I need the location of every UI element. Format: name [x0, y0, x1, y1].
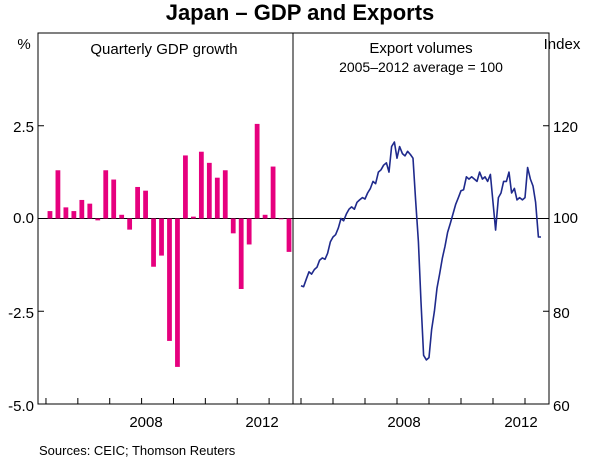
gdp-bar: [143, 190, 148, 219]
gdp-bar: [270, 166, 276, 219]
plot-area: [37, 32, 550, 405]
gdp-xtick-label: 2008: [129, 414, 162, 431]
gdp-xtick-label: 2012: [245, 414, 278, 431]
gdp-bar: [119, 214, 125, 219]
gdp-bar: [278, 218, 284, 220]
chart-title: Japan – GDP and Exports: [166, 0, 435, 25]
exports-panel-subtitle: 2005–2012 average = 100: [339, 59, 503, 75]
gdp-bar: [55, 170, 61, 219]
gdp-bar: [214, 177, 220, 219]
export-volumes-line: [300, 141, 541, 361]
gdp-bar: [79, 199, 85, 219]
right-ytick-label: 100: [553, 210, 578, 227]
right-ytick-label: 60: [553, 398, 570, 415]
right-ytick-label: 120: [553, 119, 578, 136]
gdp-bar: [206, 162, 212, 219]
exports-panel-title: Export volumes: [369, 40, 472, 57]
gdp-bar: [47, 211, 53, 219]
gdp-bar: [159, 218, 164, 256]
right-ytick-label: 80: [553, 305, 570, 322]
gdp-bar: [254, 123, 260, 219]
exports-xtick-label: 2012: [504, 414, 537, 431]
gdp-bar: [63, 207, 69, 219]
source-note: Sources: CEIC; Thomson Reuters: [39, 443, 236, 458]
gdp-bar: [191, 216, 196, 219]
exports-xtick-label: 2008: [387, 414, 420, 431]
gdp-bar: [175, 218, 180, 367]
left-ytick-label: -5.0: [8, 398, 34, 415]
left-ytick-label: 2.5: [13, 119, 34, 136]
gdp-bar: [183, 155, 188, 219]
gdp-bar: [286, 218, 292, 252]
gdp-bar: [262, 214, 268, 219]
gdp-bar: [230, 218, 236, 234]
gdp-bar: [246, 218, 252, 245]
gdp-bar: [87, 203, 93, 219]
gdp-bar: [135, 186, 140, 219]
gdp-bar: [222, 170, 228, 219]
gdp-panel-title: Quarterly GDP growth: [90, 41, 237, 58]
gdp-bar: [151, 218, 156, 267]
gdp-bar: [198, 151, 204, 219]
gdp-bar: [111, 179, 117, 219]
gdp-bar: [71, 211, 77, 219]
left-axis-unit: %: [17, 36, 30, 53]
gdp-bar: [103, 170, 109, 219]
gdp-bar: [127, 218, 133, 230]
gdp-bar: [95, 218, 101, 221]
right-axis-unit: Index: [544, 36, 581, 53]
gdp-bar: [167, 218, 172, 341]
gdp-bar: [238, 218, 244, 289]
left-ytick-label: 0.0: [13, 210, 34, 227]
left-ytick-label: -2.5: [8, 305, 34, 322]
